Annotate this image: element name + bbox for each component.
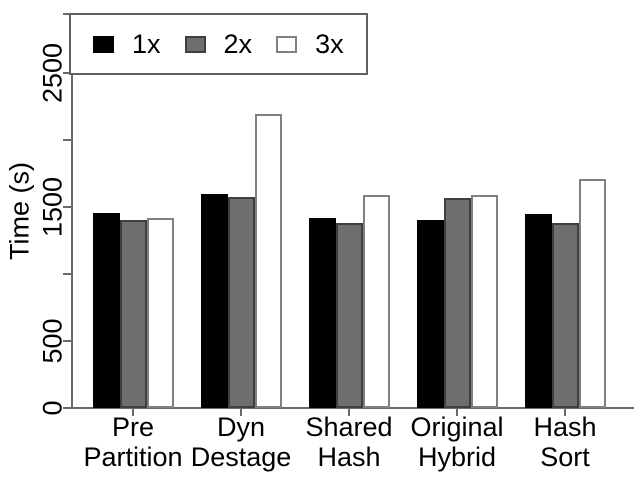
legend-label-1x: 1x xyxy=(132,28,161,59)
legend-item-1x: 1x xyxy=(93,29,161,60)
x-tick-original-hybrid xyxy=(456,409,458,416)
x-label-hash-sort: Hash Sort xyxy=(533,412,597,472)
legend-label-2x: 2x xyxy=(223,28,253,59)
x-label-pre-partition: Pre Partition xyxy=(83,412,183,472)
bar-hash-sort-2x xyxy=(551,223,579,408)
y-tick-1000 xyxy=(63,273,71,275)
bar-original-hybrid-3x xyxy=(470,194,498,408)
bar-pre-partition-2x xyxy=(119,219,147,408)
y-tick-label-0: 0 xyxy=(37,400,68,416)
x-tick-pre-partition xyxy=(132,409,134,416)
bar-dyn-destage-3x xyxy=(254,113,282,408)
x-label-dyn-destage: Dyn Destage xyxy=(190,412,292,472)
legend-swatch-2x xyxy=(184,35,206,53)
bar-shared-hash-2x xyxy=(335,223,363,408)
legend-swatch-1x xyxy=(93,35,114,53)
y-axis-end-tick xyxy=(63,13,71,15)
y-axis-title: Time (s) xyxy=(4,162,35,260)
bar-shared-hash-3x xyxy=(362,194,390,408)
bar-original-hybrid-2x xyxy=(443,198,471,408)
bar-shared-hash-1x xyxy=(308,217,336,408)
x-tick-shared-hash xyxy=(348,409,350,416)
x-label-original-hybrid: Original Hybrid xyxy=(410,412,504,472)
y-tick-500 xyxy=(63,340,71,342)
y-axis-line xyxy=(71,14,73,409)
y-tick-1500 xyxy=(63,206,71,208)
legend-item-2x: 2x xyxy=(184,28,253,60)
bar-hash-sort-1x xyxy=(524,213,552,408)
bar-hash-sort-3x xyxy=(578,178,606,408)
y-tick-label-1500: 1500 xyxy=(37,176,68,238)
bar-dyn-destage-1x xyxy=(200,193,228,408)
x-axis-line xyxy=(70,407,634,409)
y-tick-0 xyxy=(63,407,71,409)
legend-label-3x: 3x xyxy=(315,28,344,59)
legend-swatch-3x xyxy=(276,35,298,53)
y-tick-2000 xyxy=(63,139,71,141)
bar-original-hybrid-1x xyxy=(416,219,444,408)
bar-pre-partition-1x xyxy=(92,213,120,408)
legend-item-3x: 3x xyxy=(276,29,344,60)
y-tick-label-500: 500 xyxy=(37,318,68,364)
y-tick-2500 xyxy=(63,72,71,74)
legend: 1x 2x 3x xyxy=(69,13,368,75)
bar-pre-partition-3x xyxy=(146,217,174,408)
bar-dyn-destage-2x xyxy=(227,196,255,408)
x-tick-hash-sort xyxy=(564,409,566,416)
x-tick-dyn-destage xyxy=(240,409,242,416)
x-label-shared-hash: Shared Hash xyxy=(305,412,393,472)
y-tick-label-2500: 2500 xyxy=(37,42,68,104)
